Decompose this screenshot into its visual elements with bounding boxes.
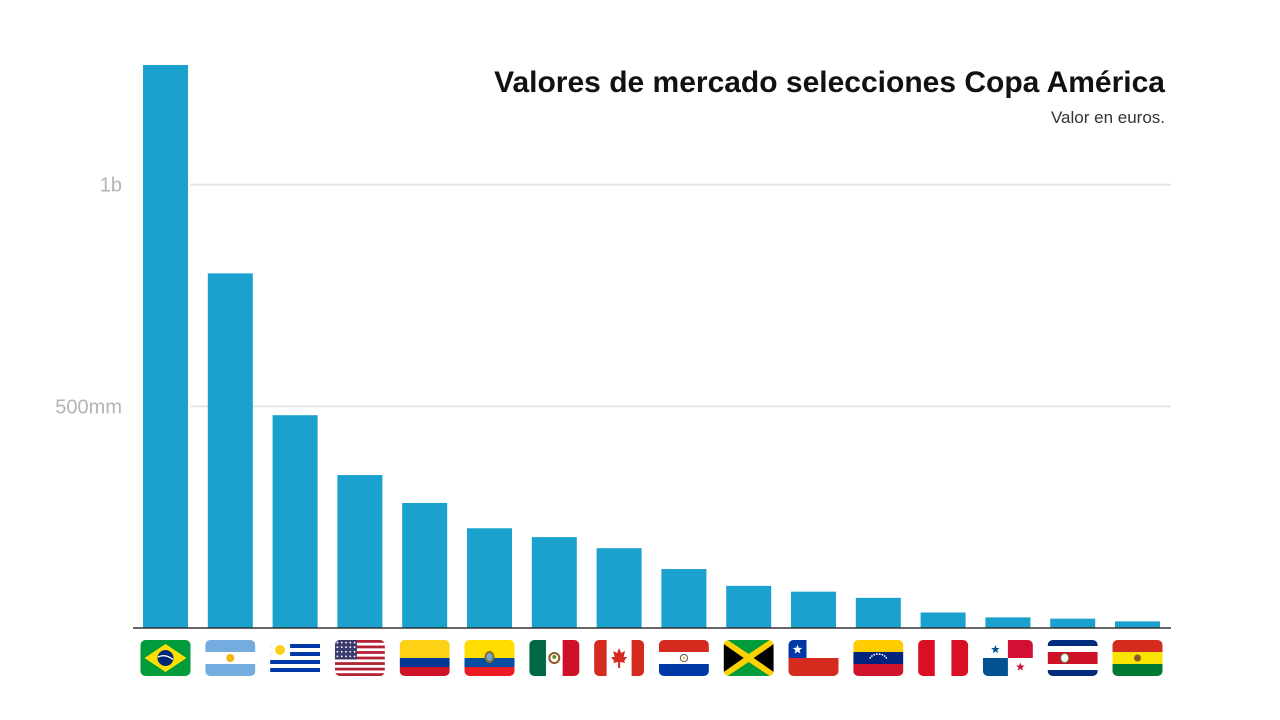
flag-mexico-icon (529, 640, 580, 676)
y-tick-label: 500mm (55, 396, 122, 418)
flag-bolivia-icon (1112, 640, 1163, 676)
bar-bolivia (1115, 621, 1160, 628)
bar-uruguay (272, 415, 318, 628)
bar-brazil (143, 65, 188, 628)
flag-colombia-icon (399, 640, 450, 676)
chart-title: Valores de mercado selecciones Copa Amér… (494, 66, 1165, 99)
bar-ecuador (467, 528, 512, 628)
bar-canada (596, 548, 642, 628)
bar-peru (920, 612, 966, 628)
flag-venezuela-icon (853, 640, 904, 676)
flag-chile-icon (788, 640, 839, 676)
flag-canada-icon (594, 640, 645, 676)
flag-uruguay-icon (270, 640, 321, 676)
flag-paraguay-icon (658, 640, 709, 676)
chart-subtitle: Valor en euros. (1050, 108, 1165, 127)
bar-argentina (207, 273, 253, 628)
bar-panama (985, 617, 1031, 628)
flag-ecuador-icon (464, 640, 515, 676)
bar-jamaica (726, 585, 772, 628)
flag-peru-icon (918, 640, 969, 676)
bar-paraguay (661, 569, 707, 628)
y-tick-label: 1b (100, 175, 122, 197)
flag-usa-icon (334, 640, 385, 676)
flag-panama-icon (982, 640, 1033, 676)
flag-brazil-icon (140, 640, 191, 676)
bar-colombia (402, 502, 448, 628)
bar-chile (791, 591, 836, 628)
bar-venezuela (855, 597, 901, 628)
flag-argentina-icon (205, 640, 256, 676)
flag-costa-rica-icon (1047, 640, 1098, 676)
bar-mexico (531, 537, 577, 628)
bar-united-states (337, 475, 383, 628)
bar-costa-rica (1050, 618, 1096, 628)
flag-jamaica-icon (723, 640, 774, 676)
